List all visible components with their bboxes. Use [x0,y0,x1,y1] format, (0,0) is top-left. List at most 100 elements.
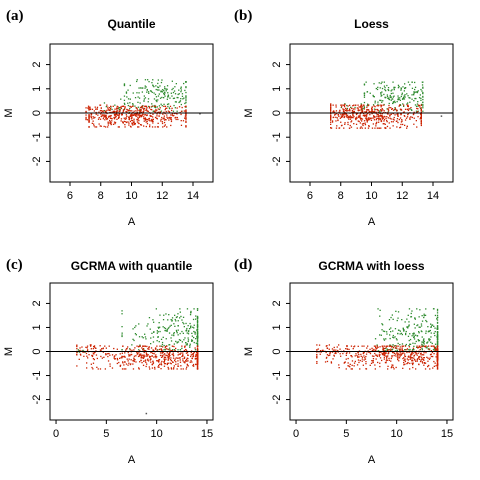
data-point-series-2 [335,104,337,106]
data-point-series-2 [320,351,322,353]
data-point-series-2 [419,106,421,108]
data-point-series-1 [377,103,379,105]
data-point-series-2 [136,111,138,113]
data-point-series-1 [127,98,130,100]
data-point-series-1 [159,330,161,333]
data-point-series-2 [171,353,173,356]
data-point-series-2 [118,116,120,118]
data-point-series-1 [416,324,418,327]
data-point-series-1 [138,349,140,351]
data-point-series-2 [92,362,95,364]
data-point-series-2 [413,111,415,113]
panel-letter: (b) [234,8,252,24]
data-point-series-1 [385,350,387,352]
data-point-series-2 [114,116,117,118]
data-point-series-1 [400,95,402,98]
data-point-series-2 [178,353,180,355]
data-point-series-1 [157,331,159,333]
data-point-series-2 [433,365,435,367]
data-point-series-2 [373,345,376,347]
data-point-series-2 [420,117,422,119]
data-point-series-1 [380,92,382,94]
data-point-series-2 [436,352,439,354]
data-point-series-1 [132,92,134,94]
x-tick-label: 5 [103,428,109,440]
data-point-series-1 [180,103,182,106]
data-point-series-2 [383,356,385,358]
data-point-series-2 [410,357,412,359]
data-point-series-2 [151,109,153,111]
data-point-series-2 [93,352,95,354]
data-point-series-2 [343,106,346,108]
data-point-series-2 [143,360,145,362]
data-point-series-2 [360,119,362,121]
data-point-series-2 [185,360,187,362]
data-point-series-1 [413,91,415,93]
data-point-series-2 [371,110,373,112]
data-point-series-2 [386,359,388,361]
data-point-series-2 [418,346,420,348]
data-point-series-1 [406,93,408,95]
data-point-series-2 [196,367,199,369]
data-point-series-2 [98,123,100,125]
data-point-series-2 [139,110,141,112]
data-point-series-1 [162,91,164,93]
data-point-series-2 [145,105,147,107]
data-point-series-2 [397,354,399,356]
data-point-series-2 [105,353,107,355]
data-point-series-1 [381,323,383,325]
data-point-series-2 [135,107,137,109]
data-point-series-2 [351,107,353,109]
data-point-series-2 [80,354,82,356]
data-point-series-2 [115,110,117,113]
data-point-series-2 [352,108,355,110]
data-point-series-2 [344,115,346,118]
data-point-series-1 [105,106,107,108]
data-point-series-1 [123,95,126,97]
data-point-series-2 [168,353,170,356]
data-point-series-2 [343,110,345,112]
data-point-series-2 [194,358,196,360]
data-point-series-2 [116,348,118,350]
data-point-series-1 [190,310,192,313]
data-point-series-2 [129,115,131,117]
data-point-series-2 [137,118,139,120]
data-point-series-2 [186,364,189,366]
data-point-series-2 [100,109,102,112]
data-point-series-2 [149,359,151,361]
data-point-series-2 [378,352,381,354]
data-point-series-2 [119,353,121,355]
data-point-series-2 [143,108,146,110]
data-point-series-2 [182,120,185,122]
data-point-series-2 [331,351,334,353]
data-point-series-2 [164,363,167,365]
data-point-series-1 [152,319,154,321]
data-point-series-2 [436,360,439,362]
data-point-series-2 [108,115,110,117]
data-point-series-2 [389,115,391,117]
data-point-series-2 [103,115,105,117]
data-point-series-2 [124,361,126,363]
data-point-series-2 [179,353,181,355]
data-point-series-2 [361,108,363,110]
data-point-series-2 [388,345,390,347]
data-point-series-2 [340,104,342,106]
data-point-series-2 [150,361,152,363]
data-point-series-2 [399,104,401,106]
data-point-series-1 [426,342,428,344]
data-point-series-2 [123,117,125,119]
data-point-series-2 [404,355,406,357]
data-point-series-2 [151,105,153,107]
data-point-series-2 [383,120,385,122]
data-point-series-2 [192,363,195,366]
data-point-series-2 [109,119,111,122]
data-point-series-2 [386,125,389,128]
data-point-series-1 [138,323,140,325]
data-point-series-1 [136,79,138,81]
data-point-series-2 [132,360,134,362]
data-point-series-2 [116,111,118,113]
data-point-series-1 [411,109,413,111]
data-point-series-1 [158,108,161,111]
data-point-series-1 [433,308,435,310]
data-point-series-2 [382,349,384,351]
